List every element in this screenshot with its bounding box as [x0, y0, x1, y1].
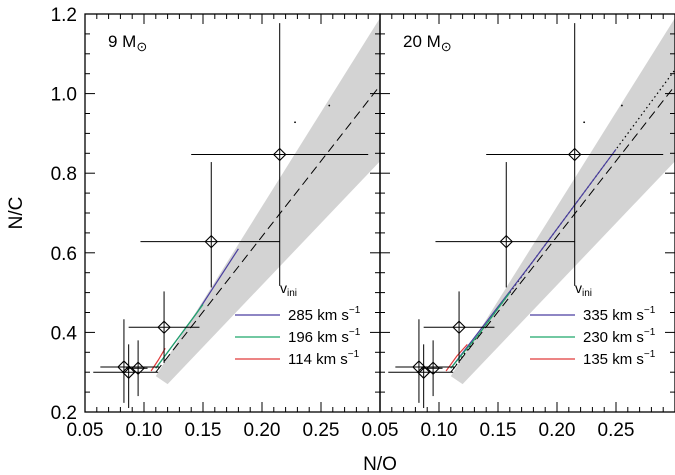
data-point-6 [567, 147, 582, 162]
series-line-2 [450, 292, 511, 369]
legend-label-3: 135 km s−1 [583, 349, 656, 368]
stray-dot-2 [621, 104, 623, 107]
y-tick-label: 0.4 [51, 323, 78, 344]
panel-1: 0.05 0.10 0.15 0.20 0.25 0.2 0.4 0.6 0.8 1.0 1.2 9 … [6, 5, 381, 441]
data-point-4 [452, 320, 466, 335]
y-tick-label: 0.8 [51, 164, 77, 185]
legend-title: vini [280, 280, 297, 299]
series-line-1 [450, 148, 617, 369]
y-axis-label: N/C [6, 197, 27, 230]
data-point-3 [131, 361, 145, 375]
x-tick-label: 0.20 [244, 420, 281, 441]
data-point-3 [426, 361, 440, 375]
uncertainty-band [450, 17, 675, 385]
legend: vini 285 km s−1 196 km s−1 114 km s−1 [235, 280, 361, 368]
x-tick-label: 0.05 [67, 420, 104, 441]
dashed-fit-line [155, 85, 380, 373]
dashed-fit-line [450, 85, 675, 373]
x-tick-label: 0.10 [421, 420, 458, 441]
x-tick-label: 0.20 [539, 420, 576, 441]
legend-label-2: 196 km s−1 [288, 327, 361, 346]
x-tick-label: 0.25 [598, 420, 635, 441]
y-tick-label: 1.0 [51, 85, 77, 106]
plot-area [93, 17, 380, 409]
series-line-3 [445, 343, 468, 372]
x-tick-label: 0.15 [185, 420, 222, 441]
data-point-4 [157, 320, 171, 335]
panel-label: 20 M⊙ [403, 32, 452, 54]
x-axis-label: N/O [363, 454, 397, 475]
panel-2: 0.05 0.10 0.15 0.20 0.25 20 M⊙ vini 335 km s−1 2… [362, 13, 675, 441]
legend-label-3: 114 km s−1 [288, 349, 360, 368]
data-point-5 [204, 234, 219, 249]
legend: vini 335 km s−1 230 km s−1 135 km s−1 [530, 280, 656, 368]
data-point-6 [272, 147, 287, 162]
uncertainty-band [155, 17, 380, 385]
x-tick-label: 0.05 [362, 420, 399, 441]
x-tick-label: 0.10 [126, 420, 163, 441]
legend-label-1: 335 km s−1 [583, 305, 656, 324]
stray-dot-2 [328, 104, 331, 107]
legend-label-1: 285 km s−1 [288, 305, 361, 324]
x-tick-label: 0.15 [480, 420, 517, 441]
y-tick-label: 0.6 [51, 244, 77, 265]
data-point-2 [416, 365, 431, 379]
data-point-5 [499, 234, 514, 249]
plot-area [388, 17, 675, 409]
x-tick-label: 0.25 [303, 420, 340, 441]
stray-dot-1 [294, 121, 296, 124]
legend-label-2: 230 km s−1 [583, 327, 656, 346]
panel-label: 9 M⊙ [108, 32, 147, 54]
stray-dot-1 [583, 121, 586, 124]
y-tick-label: 0.2 [51, 403, 77, 424]
legend-title: vini [575, 280, 592, 299]
y-tick-label: 1.2 [51, 5, 77, 26]
data-point-2 [121, 365, 136, 379]
